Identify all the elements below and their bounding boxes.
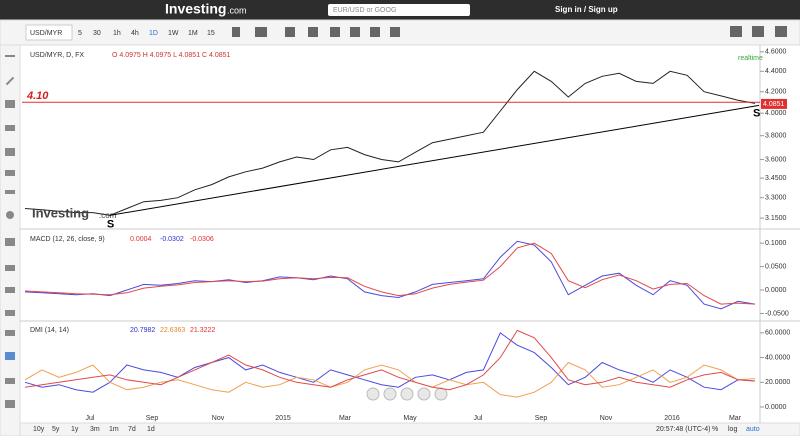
symbol[interactable]: USD/MYR [30, 30, 62, 37]
pane-title: DMI (14, 14) [30, 327, 69, 334]
y-tick-label: 3.1500 [765, 215, 787, 222]
x-tick-label: Mar [729, 415, 742, 422]
y-tick-label: 3.8000 [765, 133, 787, 140]
range-button[interactable]: 7d [128, 426, 136, 433]
y-tick-label: 4.2000 [765, 89, 787, 96]
x-tick-label: 2016 [664, 415, 680, 422]
series-line [24, 70, 756, 216]
readout-value: -0.0306 [190, 236, 214, 243]
y-tick-label: 0.0000 [765, 404, 787, 411]
x-tick-label: May [403, 415, 417, 422]
readout-value: 0.0004 [130, 236, 152, 243]
y-tick-label: 3.4500 [765, 175, 787, 182]
series-line [24, 240, 756, 310]
ohlc-label: O 4.0975 H 4.0975 L 4.0851 C 4.0851 [112, 52, 231, 59]
sign-in[interactable]: Sign in / Sign up [555, 5, 618, 14]
interval-button[interactable]: 1M [188, 30, 198, 37]
range-button[interactable]: 1y [71, 426, 79, 433]
x-tick-label: Mar [339, 415, 352, 422]
range-button[interactable]: 1m [109, 426, 119, 433]
interval-button[interactable]: 4h [131, 30, 139, 37]
y-tick-label: 0.0000 [765, 287, 787, 294]
range-button[interactable]: 10y [33, 426, 45, 433]
y-tick-label: 40.0000 [765, 354, 790, 361]
x-tick-label: Nov [212, 415, 225, 422]
x-tick-label: Jul [474, 415, 483, 422]
interval-button[interactable]: 1h [113, 30, 121, 37]
range-button[interactable]: 3m [90, 426, 100, 433]
series-line [24, 332, 756, 393]
watermark-suffix: .com [99, 211, 117, 220]
last-price-box [761, 98, 787, 109]
y-tick-label: 60.0000 [765, 330, 790, 337]
readout-value: -0.0302 [160, 236, 184, 243]
series-line [24, 329, 756, 391]
y-tick-label: 4.4000 [765, 68, 787, 75]
y-tick-label: 3.6000 [765, 156, 787, 163]
marker: S [107, 218, 114, 230]
logo[interactable]: Investing [165, 1, 226, 17]
readout-value: 20.7982 [130, 327, 155, 334]
series-line [24, 242, 756, 305]
logo-suffix: .com [227, 5, 247, 15]
readout-value: 21.3222 [190, 327, 215, 334]
search-box[interactable] [328, 4, 470, 16]
y-tick-label: 4.6000 [765, 49, 787, 56]
readout-value: 22.6363 [160, 327, 185, 334]
marker: S [753, 107, 760, 119]
range-button[interactable]: 5y [52, 426, 60, 433]
y-tick-label: 0.1000 [765, 240, 787, 247]
x-tick-label: Sep [146, 415, 159, 422]
clock: 20:57:48 (UTC-4) [656, 426, 710, 433]
pane-title: USD/MYR, D, FX [30, 52, 84, 59]
x-tick-label: Sep [535, 415, 548, 422]
interval-button[interactable]: 1W [168, 30, 179, 37]
percent-toggle[interactable]: % [712, 426, 718, 433]
interval-button[interactable]: 15 [207, 30, 215, 37]
left-tool-icons [5, 55, 15, 408]
watermark: Investing [32, 205, 89, 220]
y-tick-label: 20.0000 [765, 379, 790, 386]
y-tick-label: 0.0500 [765, 263, 787, 270]
x-tick-label: Jul [86, 415, 95, 422]
pane-title: MACD (12, 26, close, 9) [30, 236, 105, 243]
toolbar-icons [232, 26, 787, 37]
interval-button[interactable]: 1D [149, 30, 158, 37]
interval-button[interactable]: 30 [93, 30, 101, 37]
search-placeholder[interactable]: EUR/USD or GOOG [333, 7, 396, 14]
log-toggle[interactable]: log [728, 426, 737, 433]
trend-line [109, 104, 760, 216]
series-line [24, 361, 756, 398]
symbol-box[interactable] [25, 24, 73, 41]
interval-button[interactable]: 5 [78, 30, 82, 37]
nav-buttons[interactable] [366, 387, 448, 401]
last-price-label: 4.0851 [763, 101, 785, 108]
y-tick-label: 3.3000 [765, 195, 787, 202]
hline-label: 4.10 [26, 90, 49, 102]
range-button[interactable]: 1d [147, 426, 155, 433]
x-tick-label: Nov [600, 415, 613, 422]
y-tick-label: 4.0000 [765, 110, 787, 117]
x-tick-label: 2015 [275, 415, 291, 422]
realtime-label: realtime [738, 55, 763, 62]
y-tick-label: -0.0500 [765, 310, 789, 317]
auto-toggle[interactable]: auto [746, 426, 760, 433]
